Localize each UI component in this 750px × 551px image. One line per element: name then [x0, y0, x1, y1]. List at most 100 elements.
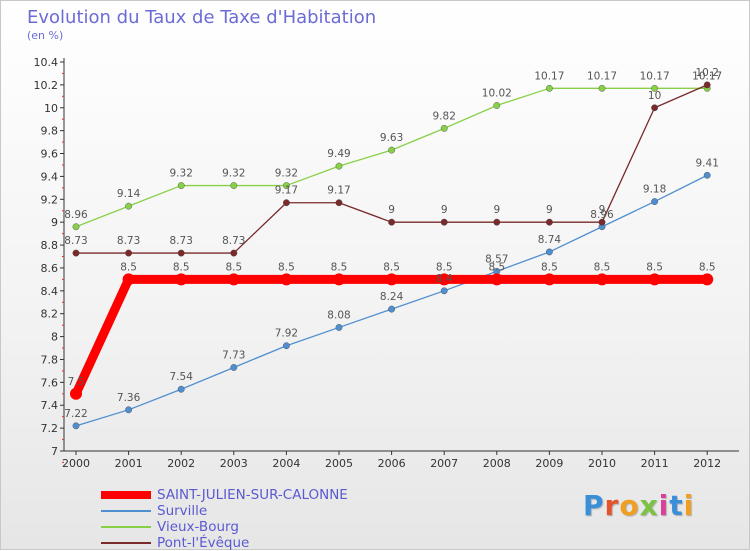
data-point: [651, 198, 658, 205]
data-label: 9.32: [275, 168, 298, 180]
y-tick-label: 10.4: [34, 56, 59, 69]
data-point: [598, 84, 606, 92]
data-point: [175, 273, 188, 286]
data-point: [125, 202, 133, 210]
data-label: 8.5: [173, 261, 190, 273]
data-label: 8.73: [117, 235, 140, 247]
data-point: [72, 422, 80, 430]
chart-subtitle: (en %): [27, 29, 64, 42]
data-label: 8.5: [646, 261, 663, 273]
data-point: [177, 385, 185, 393]
data-label: 9.17: [327, 185, 350, 197]
data-point: [282, 199, 290, 207]
data-label: 9: [388, 204, 395, 216]
y-tick-label: 8.2: [41, 308, 59, 321]
data-label: 8.5: [699, 261, 716, 273]
data-label: 10.17: [587, 70, 617, 82]
data-label: 7.5: [68, 376, 85, 388]
data-point: [125, 249, 133, 257]
x-tick-label: 2002: [167, 457, 195, 470]
y-tick-label: 9: [51, 216, 58, 229]
data-point: [388, 218, 395, 226]
x-tick-label: 2010: [588, 457, 616, 470]
data-label: 8.74: [538, 234, 562, 246]
data-point: [388, 305, 395, 313]
data-label: 8.5: [488, 261, 505, 273]
data-label: 7.54: [170, 371, 194, 383]
data-label: 10.17: [640, 70, 670, 82]
proxiti-logo: Proxiti: [583, 489, 694, 522]
data-label: 9: [546, 204, 553, 216]
data-label: 8.5: [541, 261, 558, 273]
data-point: [598, 218, 606, 226]
data-label: 8.4: [436, 273, 453, 285]
legend-label: SAINT-JULIEN-SUR-CALONNE: [157, 487, 348, 503]
y-tick-label: 8.4: [41, 285, 59, 298]
x-tick-label: 2000: [62, 457, 90, 470]
data-label: 8.5: [436, 261, 453, 273]
y-tick-label: 7.8: [41, 353, 59, 366]
x-tick-label: 2003: [220, 457, 248, 470]
data-label: 9: [441, 204, 448, 216]
logo-letter: x: [639, 489, 659, 522]
data-label: 9.32: [222, 168, 245, 180]
data-point: [230, 364, 238, 371]
logo-letter: i: [658, 489, 670, 522]
data-point: [280, 273, 293, 286]
data-label: 8.5: [225, 261, 242, 273]
data-point: [122, 273, 135, 286]
data-point: [440, 124, 448, 132]
data-point: [546, 84, 553, 92]
data-point: [72, 249, 80, 257]
logo-letter: r: [604, 489, 620, 522]
logo-letter: P: [583, 489, 605, 522]
data-label: 8.96: [64, 209, 88, 221]
data-label: 9: [493, 204, 500, 216]
y-tick-label: 8.6: [41, 262, 59, 275]
data-label: 8.5: [278, 261, 295, 273]
data-label: 9.18: [643, 184, 666, 196]
data-label: 8.73: [64, 235, 87, 247]
data-point: [651, 104, 658, 112]
legend-swatch: [101, 542, 151, 544]
x-tick-label: 2006: [378, 457, 406, 470]
data-point: [493, 102, 501, 109]
legend-label: Pont-l'Évêque: [157, 535, 250, 551]
data-label: 9: [599, 204, 606, 216]
data-point: [546, 248, 553, 256]
data-point: [335, 199, 343, 207]
data-point: [490, 273, 503, 286]
y-tick-label: 9.6: [41, 148, 59, 161]
data-label: 10: [648, 90, 661, 102]
data-point: [333, 273, 345, 286]
data-label: 10.02: [482, 87, 512, 99]
legend-label: Surville: [157, 503, 208, 519]
data-point: [440, 287, 448, 295]
data-label: 8.5: [120, 261, 137, 273]
y-tick-label: 9.2: [41, 193, 59, 206]
x-tick-label: 2001: [115, 457, 143, 470]
data-label: 9.49: [327, 148, 350, 160]
x-tick-label: 2012: [693, 457, 721, 470]
chart-title: Evolution du Taux de Taxe d'Habitation: [27, 7, 377, 28]
data-point: [388, 146, 395, 154]
data-point: [543, 273, 556, 286]
data-point: [651, 84, 658, 92]
y-tick-label: 7: [51, 445, 58, 458]
data-label: 9.32: [170, 168, 193, 180]
data-point: [177, 249, 185, 257]
data-point: [125, 406, 133, 414]
logo-letter: o: [619, 489, 640, 522]
data-point: [385, 273, 398, 286]
data-label: 10.17: [534, 70, 564, 82]
data-label: 9.14: [117, 188, 141, 200]
data-label: 8.73: [222, 235, 245, 247]
legend-swatch: [101, 526, 151, 528]
data-label: 10.17: [692, 70, 722, 82]
data-label: 8.73: [170, 235, 193, 247]
data-label: 9.63: [380, 132, 403, 144]
y-tick-label: 9.4: [41, 170, 59, 183]
y-tick-label: 9.8: [41, 125, 59, 138]
